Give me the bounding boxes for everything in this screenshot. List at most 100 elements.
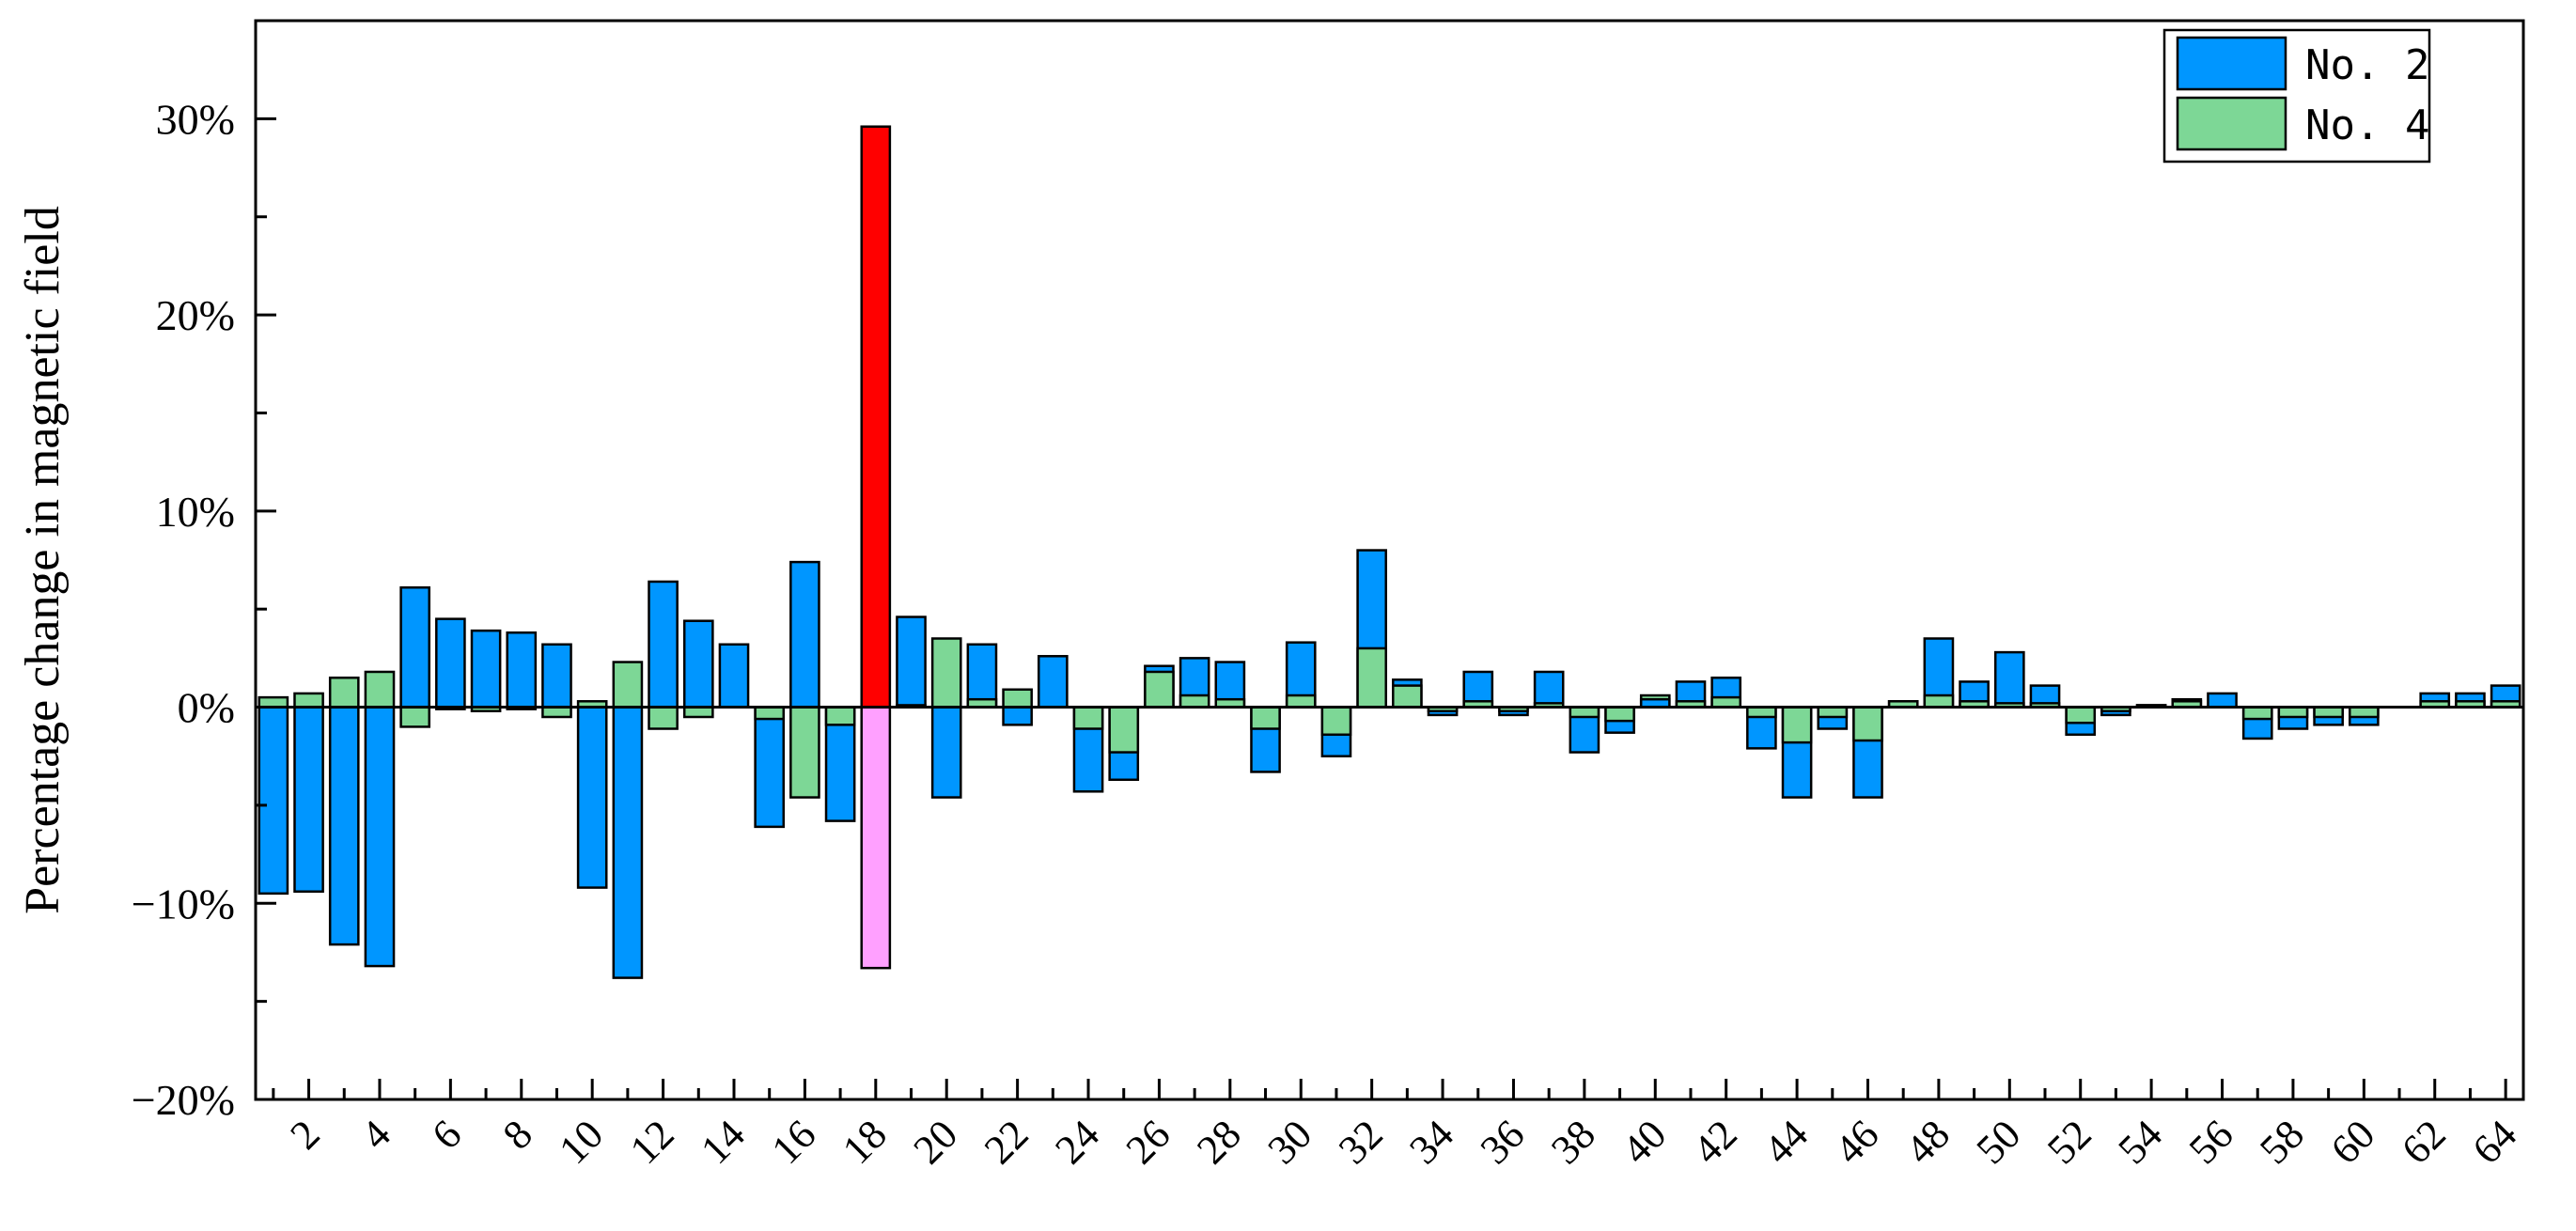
bar-no4-60 [2349,706,2380,719]
legend-label: No. 2 [2305,41,2429,89]
x-tick-label: 58 [2251,1111,2313,1173]
x-tick-label: 64 [2463,1111,2525,1173]
bar-no4-39 [1604,706,1635,723]
bar-no4-31 [1320,706,1352,737]
bar-no4-44 [1781,706,1813,744]
y-tick-label: 20% [156,291,235,339]
bar-no4-9 [541,706,572,719]
bar-no4-38 [1569,706,1600,719]
legend-swatch [2176,96,2287,151]
x-tick-label: 56 [2180,1111,2242,1173]
x-tick-label: 10 [550,1111,612,1173]
x-tick-label: 8 [494,1111,541,1158]
legend: No. 2 No. 4 [2162,28,2431,164]
bar-no4-32 [1356,647,1387,709]
bar-no2-37 [1533,670,1565,709]
legend-label: No. 4 [2305,101,2429,149]
bar-no2-21 [966,643,998,709]
bar-no2-19 [896,616,927,709]
x-tick-label: 40 [1614,1111,1676,1173]
x-axis: 2 4 6 8 10 12 14 16 18 20 22 24 26 28 30 32 34 36 38 40 42 44… [272,1079,2525,1173]
x-tick-label: 52 [2038,1111,2100,1173]
x-tick-label: 2 [281,1111,328,1158]
bar-no4-12 [648,706,679,730]
bar-no4-25 [1108,706,1140,754]
x-tick-label: 42 [1684,1111,1746,1173]
bar-no4-26 [1144,670,1175,709]
bar-no2-50 [1993,650,2025,709]
bar-no4-29 [1250,706,1281,730]
bar-highlight-negative-18 [860,706,892,970]
x-tick-label: 6 [423,1111,470,1158]
x-tick-label: 12 [621,1111,683,1173]
bar-no2-56 [2207,692,2238,709]
bar-no2-13 [682,619,714,709]
bar-no2-1 [258,706,289,896]
bar-no4-4 [364,670,396,709]
bar-no2-12 [648,580,679,709]
bar-no2-3 [328,706,360,946]
bar-no2-5 [399,585,430,709]
bar-no4-45 [1817,706,1849,719]
bar-no4-30 [1285,693,1317,709]
bar-no2-2 [293,706,324,893]
bar-no4-27 [1179,693,1210,709]
bar-no4-33 [1392,684,1423,709]
x-tick-label: 36 [1472,1111,1534,1173]
y-tick-label: −10% [132,880,235,927]
bar-no4-24 [1072,706,1104,730]
bar-no4-13 [682,706,714,719]
y-axis-title: Percentage change in magnetic field [16,206,70,914]
bar-no4-22 [1002,688,1033,709]
y-axis: −20% −10% 0% 10% 20% 30% [132,95,276,1124]
bar-no4-11 [612,661,644,709]
bar-no4-43 [1746,706,1777,719]
x-tick-label: 24 [1046,1111,1108,1173]
bar-no4-48 [1923,693,1955,709]
bar-no4-59 [2313,706,2344,719]
bar-no4-58 [2277,706,2309,719]
bar-no2-10 [576,706,608,889]
x-tick-label: 30 [1259,1111,1321,1173]
x-tick-label: 32 [1330,1111,1392,1173]
x-tick-label: 34 [1400,1111,1462,1173]
bar-no2-16 [789,560,820,709]
bar-highlight-positive-18 [860,125,892,709]
x-tick-label: 18 [834,1111,896,1173]
bar-no4-1 [258,695,289,709]
x-tick-label: 26 [1117,1111,1179,1173]
bar-no4-2 [293,692,324,709]
x-tick-label: 28 [1188,1111,1250,1173]
bar-no4-3 [328,676,360,709]
x-tick-label: 44 [1755,1111,1817,1173]
x-tick-label: 48 [1897,1111,1959,1173]
bar-no2-22 [1002,706,1033,726]
bar-no4-16 [789,706,820,799]
x-tick-label: 60 [2322,1111,2384,1173]
bar-no2-20 [930,706,962,799]
bar-no4-42 [1710,695,1742,709]
bar-no2-8 [506,631,538,709]
bar-no2-17 [824,706,856,822]
bar-no2-14 [718,643,750,709]
x-tick-label: 20 [905,1111,967,1173]
bar-no4-5 [399,706,430,728]
x-tick-label: 4 [352,1111,399,1158]
x-tick-label: 50 [1968,1111,2030,1173]
bar-no4-46 [1852,706,1883,742]
bar-no4-15 [754,706,786,721]
y-tick-label: 0% [178,684,235,732]
bar-no4-57 [2241,706,2273,721]
bar-no2-9 [541,643,572,709]
x-tick-label: 16 [763,1111,825,1173]
bar-no2-11 [612,706,644,979]
bar-no2-7 [470,629,502,709]
x-tick-label: 54 [2109,1111,2171,1173]
bars-layer [258,125,2521,979]
x-tick-label: 38 [1542,1111,1604,1173]
x-tick-label: 62 [2393,1111,2455,1173]
bar-no2-6 [435,617,466,709]
legend-swatch [2176,36,2287,91]
x-tick-label: 46 [1826,1111,1888,1173]
